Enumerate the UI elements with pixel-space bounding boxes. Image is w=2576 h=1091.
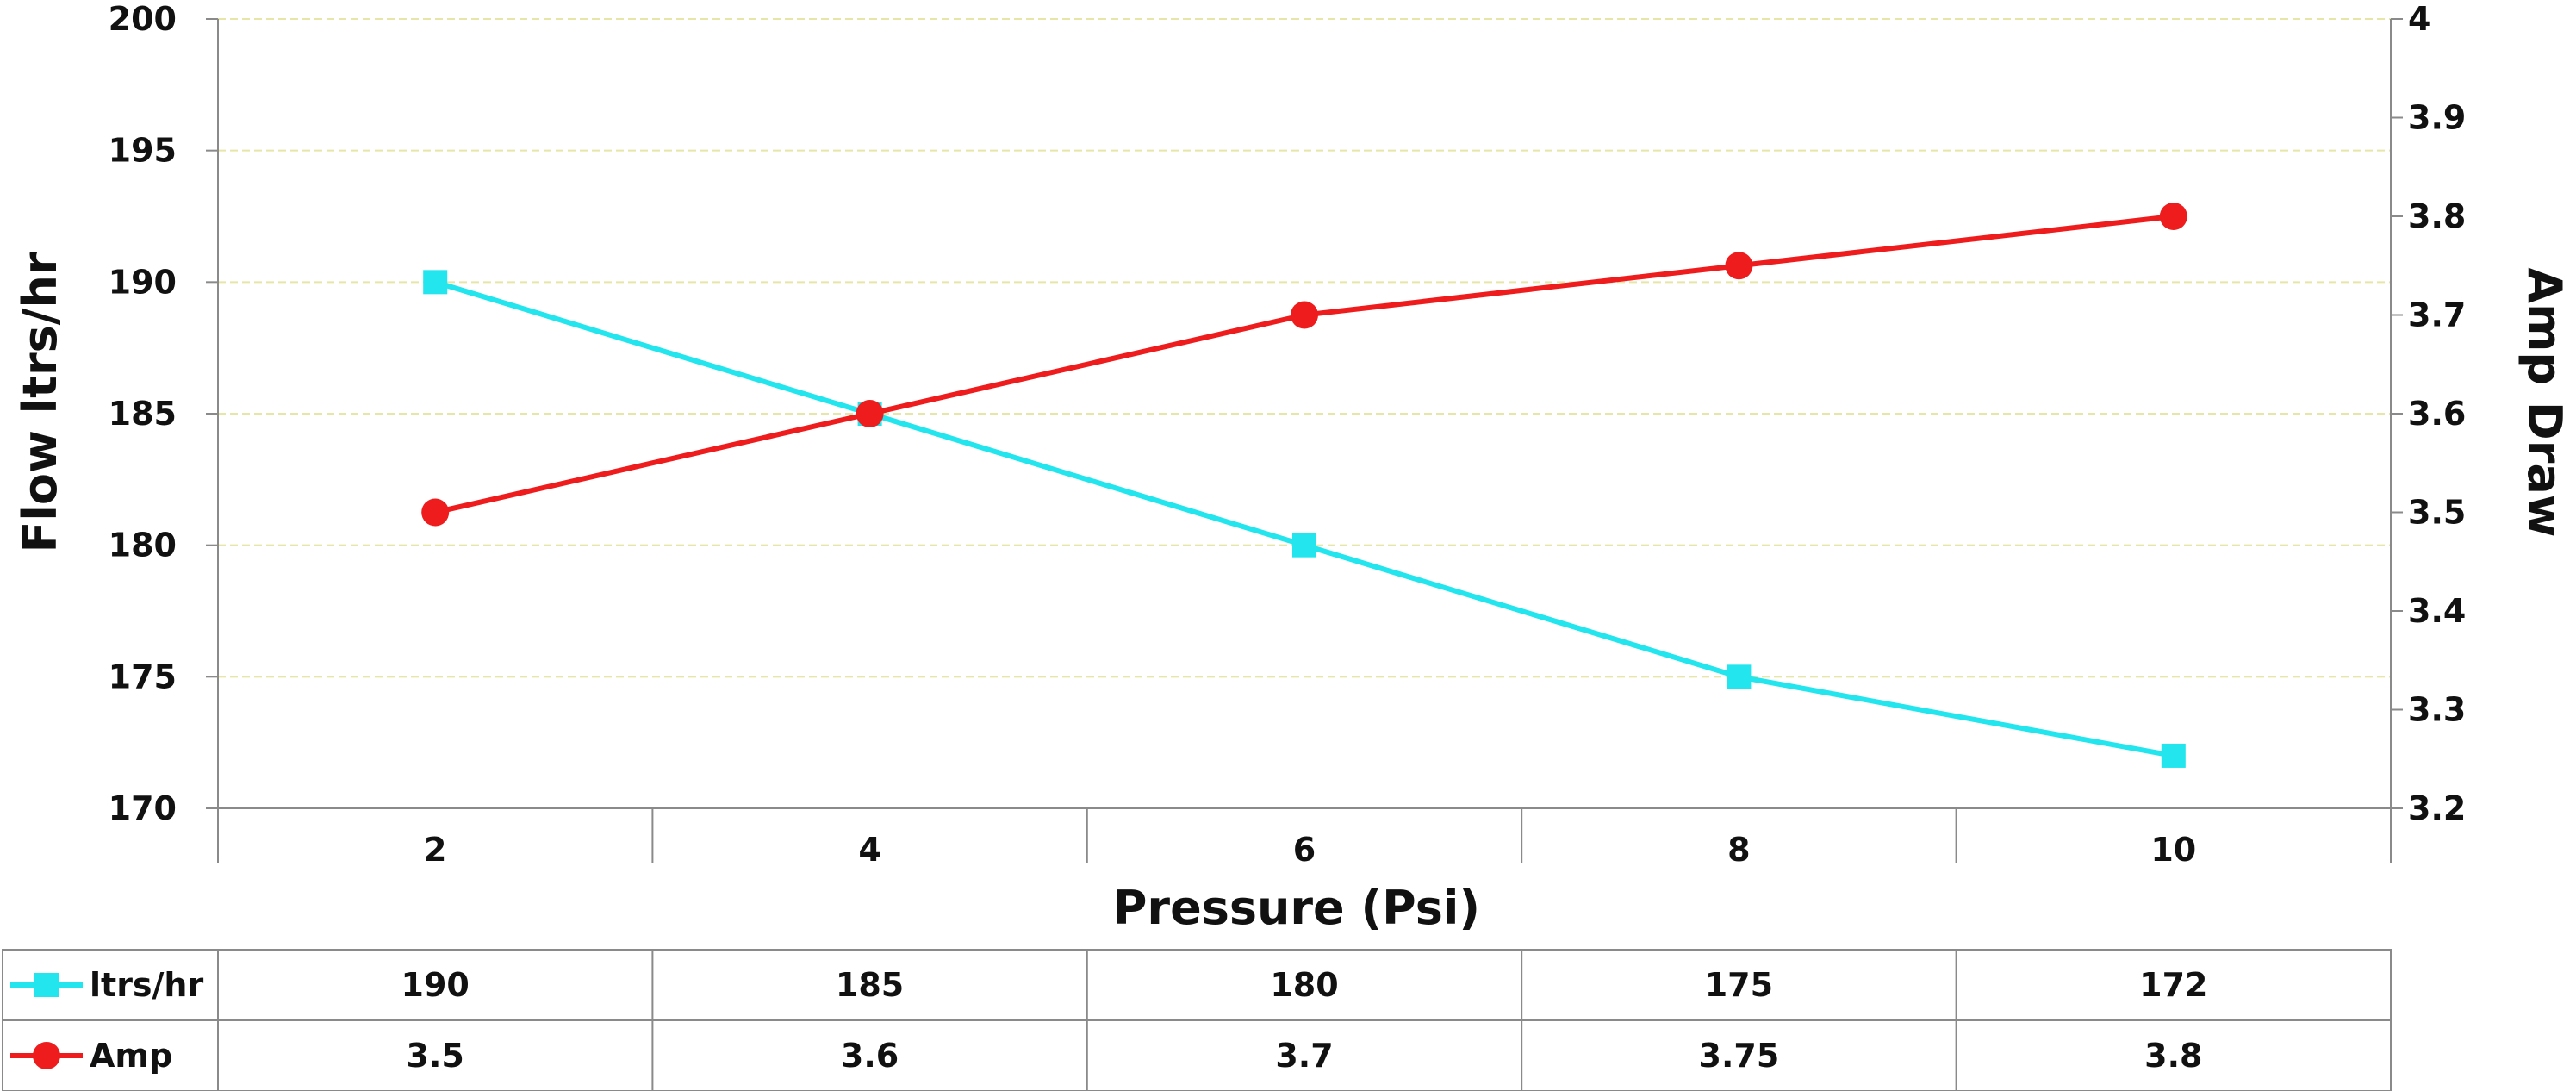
y-right-tick-label: 3.7 (2408, 296, 2466, 334)
amp-data-point (2159, 203, 2187, 230)
flow-data-point (1292, 533, 1316, 558)
y-left-tick-label: 170 (109, 789, 177, 827)
series-layer (421, 203, 2187, 768)
data-table-cell: 3.7 (1275, 1037, 1333, 1075)
y-right-tick-label: 4 (2408, 0, 2430, 38)
y-right-tick-label: 3.4 (2408, 592, 2466, 630)
amp-legend-marker (33, 1042, 60, 1069)
data-table-cell: 3.5 (407, 1037, 464, 1075)
y-axis-left-title: Flow ltrs/hr (13, 252, 67, 552)
flow-data-point (2161, 743, 2186, 768)
data-table-cell: 175 (1705, 966, 1773, 1004)
x-tick-label: 6 (1293, 831, 1316, 869)
y-right-tick-label: 3.9 (2408, 99, 2466, 137)
y-right-tick-label: 3.8 (2408, 197, 2466, 235)
y-right-tick-label: 3.2 (2408, 789, 2466, 827)
x-tick-label: 2 (424, 831, 446, 869)
amp-data-point (856, 400, 884, 427)
amp-series-line (434, 214, 2175, 515)
y-right-tick-label: 3.5 (2408, 494, 2466, 532)
amp-data-point (421, 498, 450, 527)
x-tick-label: 10 (2150, 831, 2196, 869)
flow-legend-label: ltrs/hr (90, 966, 203, 1004)
y-left-tick-label: 175 (109, 658, 177, 695)
x-tick-label: 8 (1727, 831, 1750, 869)
amp-data-point (1725, 252, 1753, 280)
data-table: ltrs/hr 190 185 180 175 172 Amp 3.5 3.6 3.7 3.75 3.… (2, 949, 2392, 1091)
flow-legend-marker (34, 973, 59, 997)
y-left-tick-label: 190 (109, 263, 177, 301)
x-tick-label: 4 (858, 831, 880, 869)
data-table-cell: 3.8 (2144, 1037, 2202, 1075)
y-left-tick-label: 195 (109, 132, 177, 170)
data-table-cell: 3.6 (841, 1037, 899, 1075)
axes (206, 18, 2403, 863)
tick-labels: 170 175 180 185 190 195 200 3.2 3.3 3.4 3.5 3.6 3.7 3… (109, 0, 2467, 869)
flow-data-point (1727, 664, 1752, 689)
y-left-tick-label: 180 (109, 527, 177, 564)
amp-legend-label: Amp (90, 1037, 172, 1075)
data-table-cell: 3.75 (1699, 1037, 1780, 1075)
data-table-cell: 172 (2139, 966, 2207, 1004)
data-table-cell: 185 (836, 966, 904, 1004)
data-table-cell: 190 (401, 966, 470, 1004)
y-left-tick-label: 185 (109, 395, 177, 433)
y-axis-right-title: Amp Draw (2517, 267, 2572, 537)
x-axis-title: Pressure (Psi) (1113, 881, 1480, 935)
flow-series-line (434, 279, 2175, 758)
flow-data-point (423, 270, 448, 295)
amp-data-point (1291, 301, 1318, 329)
data-table-cell: 180 (1270, 966, 1338, 1004)
y-right-tick-label: 3.3 (2408, 691, 2466, 729)
y-right-tick-label: 3.6 (2408, 395, 2466, 433)
grid-lines (218, 18, 2391, 678)
y-left-tick-label: 200 (109, 0, 177, 38)
